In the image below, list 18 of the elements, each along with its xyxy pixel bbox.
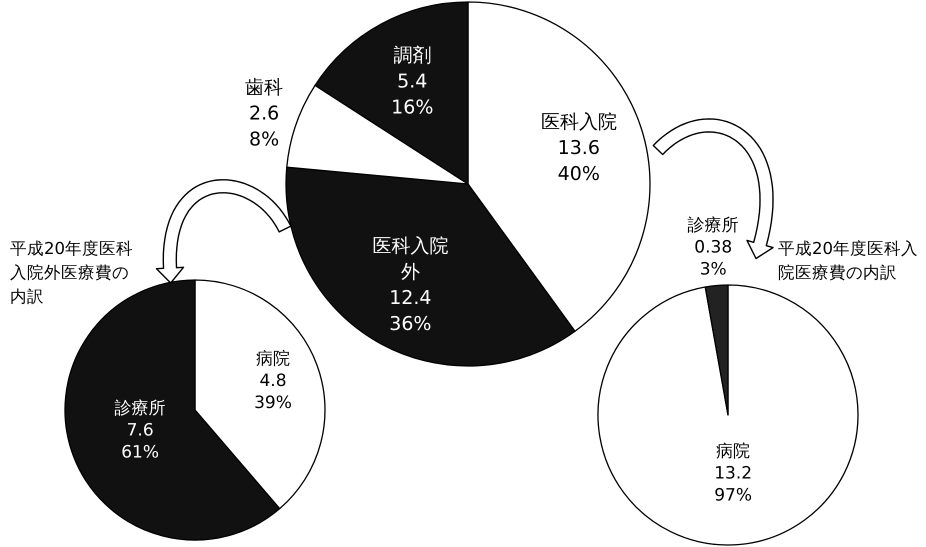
slice-label: 診療所 — [688, 216, 739, 236]
data-label: 13.2 97% — [714, 463, 752, 506]
slice-label: 歯科 — [245, 76, 284, 99]
slice-label: 医科入院外 — [372, 235, 448, 284]
data-label: 2.6 8% — [249, 102, 280, 151]
data-label: 5.4 16% — [391, 70, 434, 119]
slice-label: 診療所 — [114, 398, 166, 418]
slice-label: 病院 — [716, 441, 750, 462]
data-label: 0.38 3% — [694, 238, 732, 280]
data-label: 7.6 61% — [121, 420, 160, 462]
data-label: 12.4 36% — [389, 287, 432, 336]
slice-label: 病院 — [256, 349, 290, 370]
slice-label: 医科入院 — [540, 111, 617, 133]
data-label: 4.8 39% — [254, 371, 292, 414]
chart-title: 平成20年度医科入院医療費の内訳 — [778, 238, 918, 282]
chart-title: 平成20年度医科入院外医療費の内訳 — [10, 238, 133, 306]
data-label: 13.6 40% — [558, 137, 600, 185]
slice-label: 調剤 — [393, 44, 432, 67]
